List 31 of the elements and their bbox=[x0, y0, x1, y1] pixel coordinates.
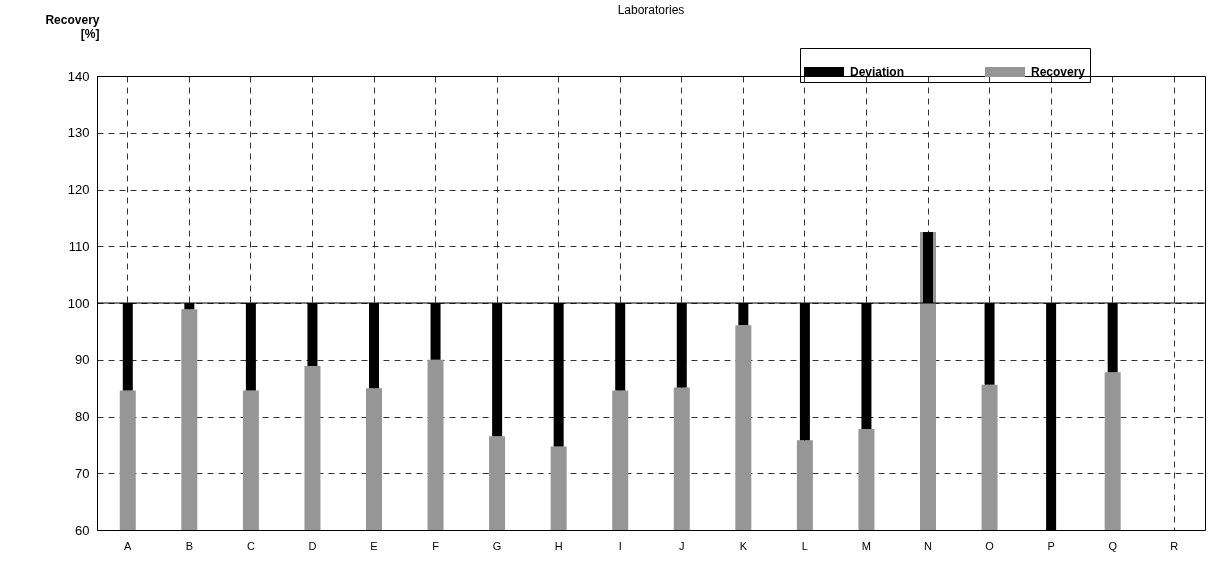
y-tick-label: 70 bbox=[75, 465, 90, 481]
x-tick-label: K bbox=[739, 539, 748, 552]
x-tick-label: H bbox=[554, 539, 563, 552]
y-tick-label: 90 bbox=[75, 352, 90, 368]
x-tick-label: L bbox=[801, 539, 808, 552]
x-tick-label: M bbox=[861, 539, 872, 552]
x-tick-label: P bbox=[1047, 539, 1055, 552]
x-tick-label: O bbox=[985, 539, 995, 552]
chart-title: Laboratories bbox=[617, 3, 685, 17]
x-tick-label: D bbox=[308, 539, 317, 552]
legend-label: Recovery bbox=[1031, 65, 1086, 79]
y-tick-label: 120 bbox=[67, 182, 90, 197]
x-tick-label: C bbox=[246, 539, 255, 552]
y-tick-label: 110 bbox=[68, 238, 90, 254]
legend-label: Deviation bbox=[850, 65, 905, 79]
y-tick-label: 80 bbox=[75, 409, 90, 424]
x-tick-label: R bbox=[1170, 539, 1179, 552]
x-tick-label: G bbox=[492, 539, 502, 552]
x-tick-label: F bbox=[432, 539, 440, 552]
y-tick-label: 100 bbox=[67, 295, 90, 311]
x-tick-label: I bbox=[618, 539, 622, 552]
x-tick-label: J bbox=[679, 539, 685, 552]
x-tick-label: Q bbox=[1108, 539, 1118, 552]
y-axis-title: Recovery [%] bbox=[45, 12, 100, 41]
x-tick-label: E bbox=[370, 539, 378, 552]
y-tick-label: 140 bbox=[67, 68, 90, 84]
x-tick-label: N bbox=[924, 539, 933, 552]
y-tick-label: 130 bbox=[67, 125, 90, 141]
x-tick-label: A bbox=[124, 539, 133, 552]
x-tick-label: B bbox=[185, 539, 194, 552]
y-tick-label: 60 bbox=[75, 522, 90, 538]
